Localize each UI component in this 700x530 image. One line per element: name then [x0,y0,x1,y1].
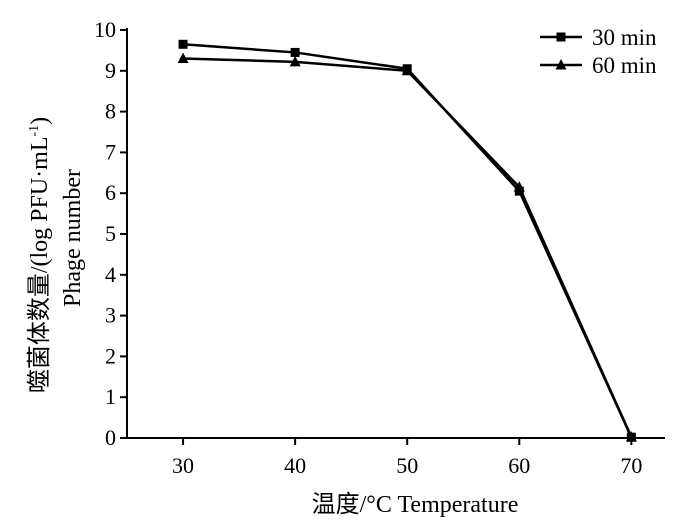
data-point [290,47,300,57]
legend-label: 60 min [592,53,657,78]
data-point [513,181,525,192]
y-tick-label: 8 [105,99,116,124]
legend-label: 30 min [592,25,657,50]
legend: 30 min 60 min [540,25,657,78]
y-tick-label: 2 [105,343,116,368]
legend-marker [555,59,567,70]
x-axis-title: 温度/°C Temperature [312,491,519,518]
y-tick-label: 6 [105,180,116,205]
y-tick-label: 3 [105,303,116,328]
y-tick-label: 5 [105,221,116,246]
series-1 [178,39,636,442]
y-tick-label: 7 [105,139,116,164]
x-tick-label: 50 [396,453,418,478]
x-tick-label: 40 [284,453,306,478]
svg-text:噬菌体数量/(log PFU·mL-1): 噬菌体数量/(log PFU·mL-1) [26,117,53,393]
y-axis-title-superscript: -1 [27,125,42,137]
series-2 [177,52,637,442]
legend-item-1: 30 min [540,25,657,50]
x-tick-label: 70 [620,453,642,478]
y-axis-title-cn: 噬菌体数量/(log PFU·mL [26,136,53,393]
data-point [289,55,301,67]
ticks: 0 1 2 3 4 5 6 7 8 9 10 30 40 50 60 70 [94,17,642,478]
y-axis-title-en: Phage number [60,169,86,307]
y-tick-label: 4 [105,262,116,287]
series-layer [177,39,637,442]
series-line [183,57,633,438]
legend-item-2: 60 min [540,53,657,78]
y-tick-label: 0 [105,425,116,450]
y-axis-title-close: ) [27,117,53,125]
y-tick-label: 10 [94,17,116,42]
axes [126,28,665,439]
x-tick-label: 60 [508,453,530,478]
series-line [182,43,633,438]
legend-marker [556,32,566,42]
data-point [401,64,413,76]
y-tick-label: 1 [105,384,116,409]
data-point [625,431,637,442]
y-tick-label: 9 [105,58,116,83]
data-point [177,52,189,64]
x-tick-label: 30 [172,453,194,478]
data-point [178,39,188,49]
y-axis-title: 噬菌体数量/(log PFU·mL-1) [26,117,53,393]
